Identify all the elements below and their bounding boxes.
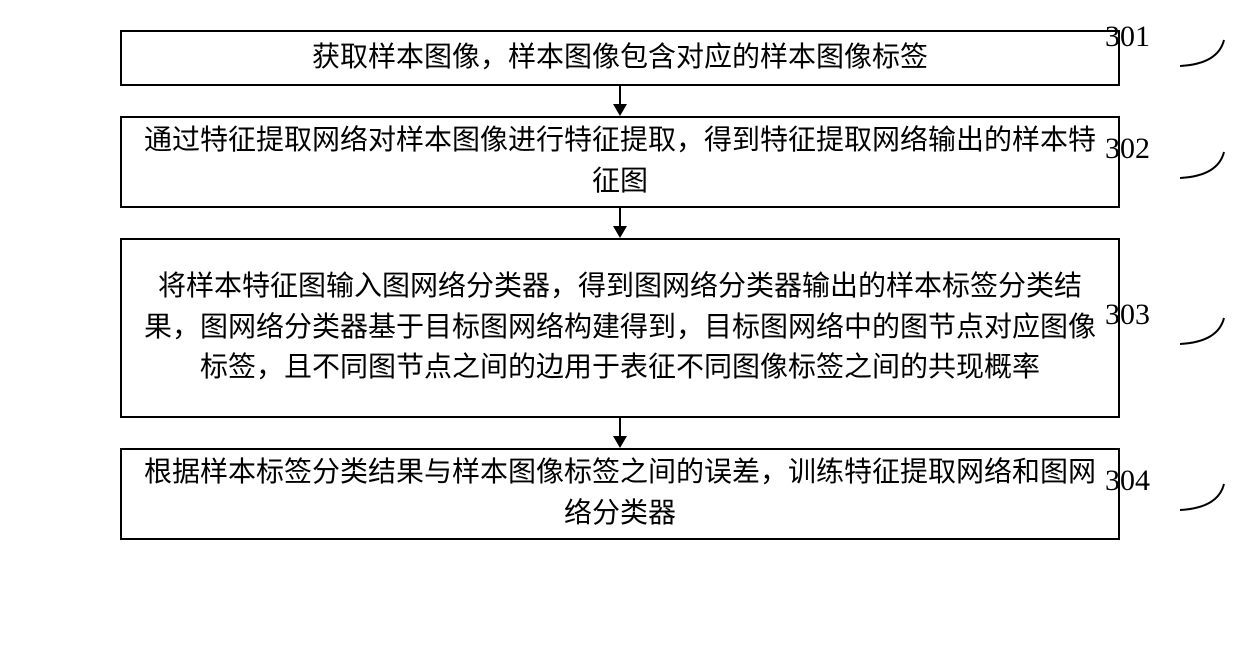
step-label-304: 304 <box>1105 464 1150 498</box>
step-label-301: 301 <box>1105 20 1150 54</box>
step-box-302: 通过特征提取网络对样本图像进行特征提取，得到特征提取网络输出的样本特征图 <box>120 116 1120 208</box>
arrow-302-to-303 <box>120 208 1120 238</box>
step-row-301: 获取样本图像，样本图像包含对应的样本图像标签 301 <box>60 30 1180 86</box>
arrow-303-to-304 <box>120 418 1120 448</box>
flowchart-container: 获取样本图像，样本图像包含对应的样本图像标签 301 通过特征提取网络对样本图像… <box>0 0 1240 650</box>
step-label-302: 302 <box>1105 132 1150 166</box>
step-row-302: 通过特征提取网络对样本图像进行特征提取，得到特征提取网络输出的样本特征图 302 <box>60 116 1180 208</box>
step-box-301: 获取样本图像，样本图像包含对应的样本图像标签 <box>120 30 1120 86</box>
step-row-304: 根据样本标签分类结果与样本图像标签之间的误差，训练特征提取网络和图网络分类器 3… <box>60 448 1180 540</box>
step-box-303: 将样本特征图输入图网络分类器，得到图网络分类器输出的样本标签分类结果，图网络分类… <box>120 238 1120 418</box>
step-box-304: 根据样本标签分类结果与样本图像标签之间的误差，训练特征提取网络和图网络分类器 <box>120 448 1120 540</box>
step-label-303: 303 <box>1105 298 1150 332</box>
arrow-301-to-302 <box>120 86 1120 116</box>
step-row-303: 将样本特征图输入图网络分类器，得到图网络分类器输出的样本标签分类结果，图网络分类… <box>60 238 1180 418</box>
